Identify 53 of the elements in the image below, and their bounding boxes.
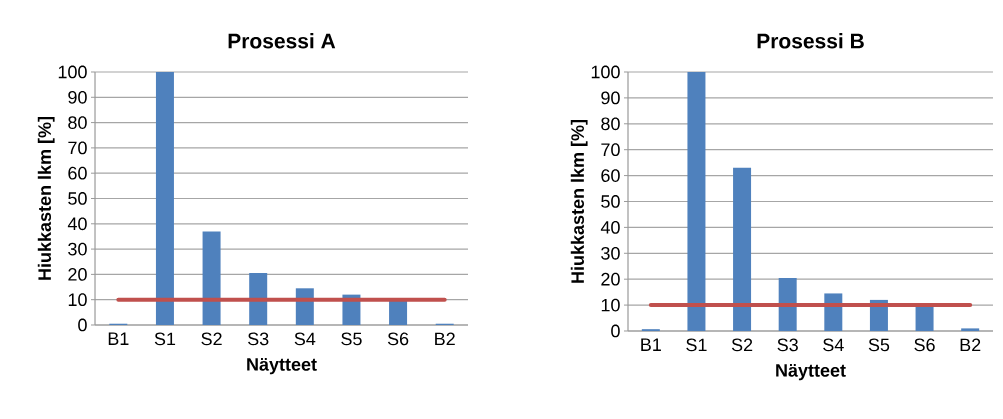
x-tick-label: B2 xyxy=(960,338,981,352)
y-tick-label: 50 xyxy=(68,192,87,205)
bar xyxy=(202,231,221,325)
bar xyxy=(915,305,934,331)
y-tick-label: 0 xyxy=(78,318,87,332)
x-tick-label: S2 xyxy=(731,338,753,352)
bar xyxy=(249,273,268,325)
x-tick-label: S1 xyxy=(686,338,707,352)
y-tick-label: 40 xyxy=(67,217,87,231)
x-tick-label: S6 xyxy=(914,338,935,352)
y-tick-label: 80 xyxy=(601,117,620,131)
y-tick-label: 100 xyxy=(591,65,620,79)
x-axis-title: Näytteet xyxy=(776,364,846,381)
bar xyxy=(155,71,174,325)
x-axis-title: Näytteet xyxy=(247,358,317,375)
x-tick-label: S6 xyxy=(387,332,409,346)
y-tick-label: 60 xyxy=(601,169,620,182)
bar xyxy=(778,277,797,331)
y-tick-label: 50 xyxy=(601,195,620,208)
y-tick-label: 20 xyxy=(68,268,87,281)
x-tick-label: B1 xyxy=(108,332,129,345)
x-tick-label: S2 xyxy=(201,332,222,346)
y-tick-label: 30 xyxy=(68,242,87,256)
x-tick-label: S5 xyxy=(341,332,362,346)
x-tick-label: B1 xyxy=(641,338,661,351)
bar xyxy=(389,299,408,325)
y-tick-label: 10 xyxy=(68,293,87,307)
y-tick-label: 60 xyxy=(68,166,87,180)
y-tick-label: 90 xyxy=(601,91,620,105)
chart-title: Prosessi B xyxy=(757,33,864,49)
y-tick-label: 40 xyxy=(600,221,620,234)
y-axis-title: Hiukkasten lkm [%] xyxy=(570,120,588,283)
x-tick-label: S1 xyxy=(154,332,176,346)
bar xyxy=(961,328,980,331)
y-tick-label: 10 xyxy=(601,298,620,312)
x-tick-label: S4 xyxy=(823,338,844,352)
bar xyxy=(733,167,752,331)
y-tick-label: 0 xyxy=(611,324,620,338)
y-tick-label: 20 xyxy=(601,272,620,286)
y-axis-title: Hiukkasten lkm [%] xyxy=(37,117,55,280)
y-tick-label: 70 xyxy=(601,143,620,157)
y-tick-label: 80 xyxy=(68,116,87,129)
y-tick-label: 90 xyxy=(68,90,87,104)
x-tick-label: S3 xyxy=(248,332,269,346)
y-tick-label: 100 xyxy=(58,65,87,79)
x-tick-label: B2 xyxy=(435,332,455,346)
y-tick-label: 30 xyxy=(601,246,620,260)
x-tick-label: S4 xyxy=(294,332,316,346)
x-tick-label: S3 xyxy=(777,338,798,352)
chart-title: Prosessi A xyxy=(228,33,336,49)
y-tick-label: 70 xyxy=(68,141,87,155)
x-tick-label: S5 xyxy=(868,338,890,352)
bar xyxy=(687,71,706,331)
